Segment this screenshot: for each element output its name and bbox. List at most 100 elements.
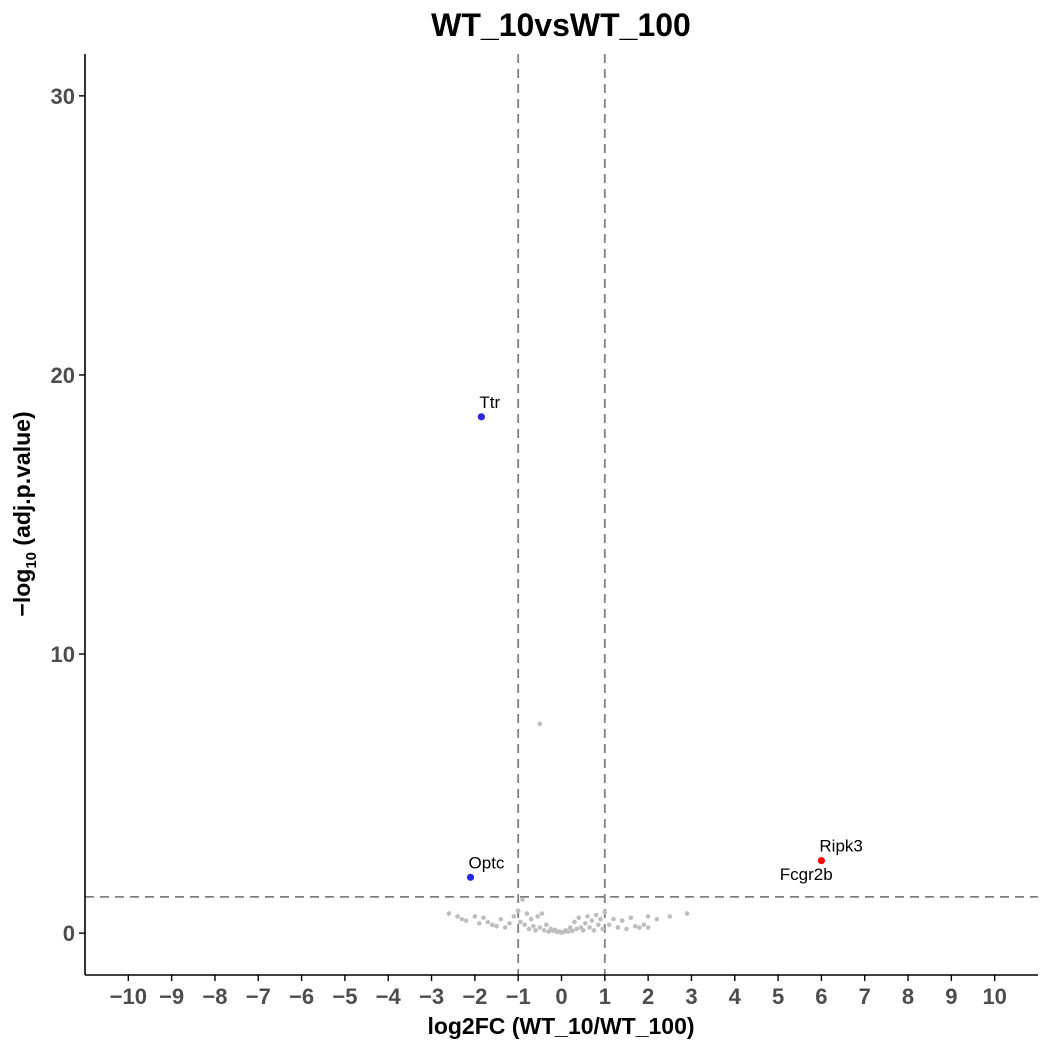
ns-point-16 — [518, 919, 523, 925]
x-tick-label-14: 4 — [729, 984, 742, 1009]
point-ttr — [477, 413, 485, 421]
ns-point-19 — [524, 911, 530, 916]
x-tick-label-9: −1 — [506, 984, 531, 1009]
ns-point-50 — [591, 928, 597, 933]
point-ripk3 — [817, 856, 826, 865]
ns-point-38 — [565, 929, 571, 935]
ns-point-0 — [537, 721, 543, 727]
ns-point-11 — [498, 916, 504, 922]
y-tick-label-0: 0 — [63, 921, 75, 946]
ns-point-47 — [585, 914, 590, 919]
gene-labels: Ttr Optc Ripk3 Fcgr2b — [469, 393, 863, 884]
ns-point-64 — [641, 922, 647, 928]
x-tick-label-1: −9 — [159, 984, 184, 1009]
ns-point-17 — [520, 897, 525, 902]
ns-point-27 — [541, 928, 547, 933]
x-tick-label-6: −4 — [376, 984, 402, 1009]
ns-point-14 — [511, 914, 517, 919]
x-tick-label-2: −8 — [202, 984, 227, 1009]
ns-point-57 — [611, 916, 616, 922]
ns-point-68 — [667, 914, 673, 919]
x-tick-label-12: 2 — [642, 984, 654, 1009]
ns-point-18 — [522, 922, 527, 928]
ns-point-48 — [587, 925, 592, 930]
ns-point-1 — [446, 911, 452, 916]
ns-point-15 — [515, 908, 521, 914]
ns-point-55 — [602, 909, 608, 915]
y-axis-label-prefix: −log — [9, 569, 35, 617]
ns-point-10 — [494, 923, 499, 929]
y-tick-label-3: 30 — [51, 84, 75, 109]
ns-point-23 — [533, 928, 538, 933]
ns-point-28 — [544, 922, 549, 928]
x-tick-label-15: 5 — [772, 984, 784, 1009]
threshold-lines — [85, 54, 1038, 975]
gene-label-fcgr2b: Fcgr2b — [780, 865, 833, 884]
x-tick-label-0: −10 — [110, 984, 147, 1009]
y-axis-label-subscript: 10 — [23, 552, 40, 569]
ns-point-8 — [485, 919, 491, 925]
x-tick-label-16: 6 — [815, 984, 827, 1009]
axes — [84, 54, 1038, 976]
ns-point-39 — [567, 925, 573, 930]
y-tick-label-1: 10 — [51, 642, 75, 667]
x-tick-label-10: 0 — [555, 984, 567, 1009]
ns-point-49 — [589, 918, 595, 923]
x-tick-label-5: −5 — [332, 984, 357, 1009]
y-axis-label-suffix: (adj.p.value) — [9, 411, 35, 552]
x-tick-label-11: 1 — [599, 984, 611, 1009]
ns-point-62 — [632, 923, 638, 929]
ns-point-59 — [619, 918, 625, 923]
ns-point-41 — [572, 919, 577, 925]
ns-point-46 — [583, 921, 588, 926]
ns-point-60 — [624, 926, 629, 932]
x-tick-label-7: −3 — [419, 984, 444, 1009]
ns-point-61 — [628, 915, 634, 921]
ns-point-24 — [535, 914, 540, 919]
ns-point-6 — [476, 921, 482, 926]
x-tick-label-13: 3 — [685, 984, 697, 1009]
ns-point-4 — [463, 918, 469, 923]
ns-point-5 — [472, 914, 478, 919]
ns-point-2 — [455, 914, 460, 919]
ns-point-7 — [481, 915, 486, 921]
gene-label-optc: Optc — [469, 853, 505, 872]
ns-point-69 — [684, 911, 690, 916]
ns-point-12 — [502, 925, 508, 930]
ns-point-56 — [606, 922, 612, 928]
ns-point-42 — [574, 926, 579, 932]
ns-point-65 — [645, 925, 651, 930]
x-tick-label-17: 7 — [859, 984, 871, 1009]
ns-point-22 — [531, 923, 536, 929]
x-axis-label: log2FC (WT_10/WT_100) — [427, 1013, 694, 1039]
x-tick-label-8: −2 — [462, 984, 487, 1009]
ns-point-67 — [654, 916, 660, 922]
ns-point-25 — [537, 925, 543, 930]
ns-point-26 — [539, 911, 545, 916]
x-tick-label-4: −6 — [289, 984, 314, 1009]
x-tick-label-18: 8 — [902, 984, 914, 1009]
ns-point-52 — [596, 922, 601, 928]
ns-point-45 — [580, 928, 586, 933]
data-points — [446, 413, 826, 935]
ns-point-43 — [576, 915, 582, 921]
x-tick-label-20: 10 — [982, 984, 1006, 1009]
ns-point-9 — [489, 922, 495, 928]
ns-point-13 — [507, 921, 512, 926]
y-tick-label-2: 20 — [51, 363, 75, 388]
ns-point-63 — [637, 925, 642, 930]
ns-point-54 — [600, 926, 605, 932]
ns-point-20 — [526, 926, 532, 932]
ns-point-51 — [593, 912, 599, 918]
point-optc — [466, 873, 475, 881]
x-tick-label-3: −7 — [246, 984, 271, 1009]
gene-label-ttr: Ttr — [479, 393, 500, 412]
ns-point-66 — [645, 914, 651, 919]
ns-point-58 — [615, 925, 621, 930]
y-axis-label: −log10 (adj.p.value) — [9, 411, 40, 616]
ns-point-40 — [570, 928, 575, 934]
ns-point-21 — [528, 916, 534, 922]
x-tick-label-19: 9 — [945, 984, 957, 1009]
